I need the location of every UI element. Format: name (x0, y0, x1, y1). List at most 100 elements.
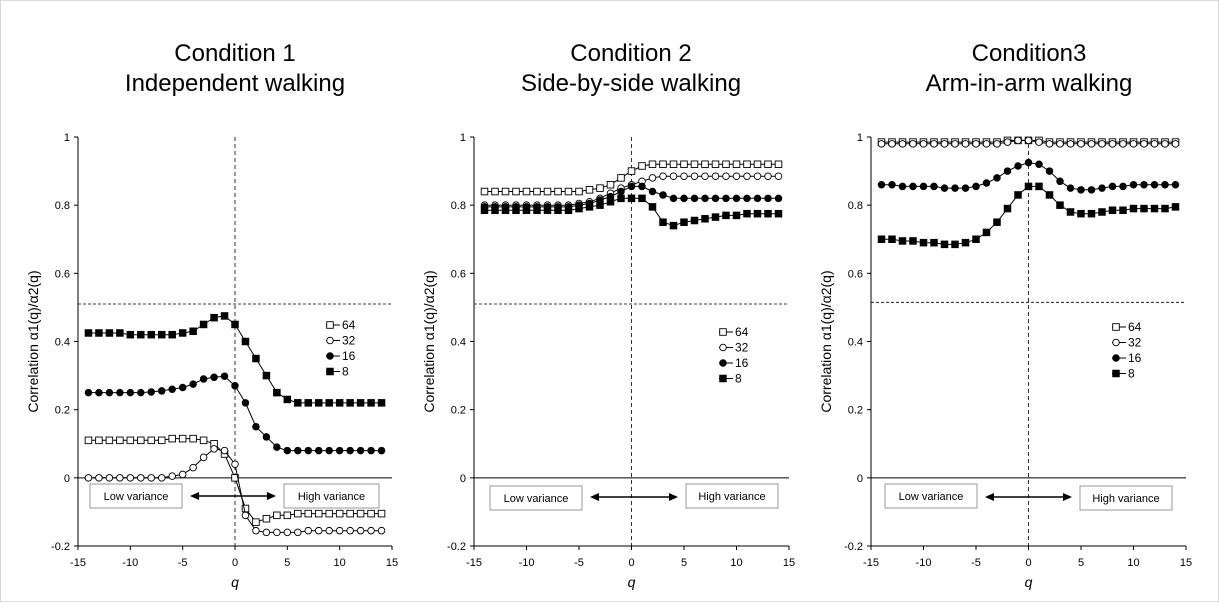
x-tick-label: 10 (334, 557, 346, 569)
data-point (690, 194, 699, 203)
data-point (480, 206, 489, 215)
data-point (753, 209, 762, 218)
data-point (356, 509, 365, 518)
data-point (189, 327, 197, 336)
data-point (1024, 182, 1033, 191)
data-point (680, 218, 688, 226)
data-point (743, 194, 751, 203)
data-point (294, 509, 302, 518)
data-point (335, 509, 344, 518)
data-point (84, 329, 93, 337)
legend-marker (1112, 323, 1120, 331)
data-point (95, 436, 103, 445)
data-point (105, 388, 114, 397)
x-tick-label: -15 (70, 557, 86, 569)
data-point (1098, 184, 1106, 192)
data-point (273, 443, 281, 451)
chart-panel-2: Condition 2 Side-by-side walking -0.2 0 0.2 0… (421, 40, 795, 590)
data-point (283, 395, 292, 404)
data-point (512, 187, 520, 196)
data-point (743, 209, 751, 218)
data-point (273, 388, 281, 397)
data-point (993, 174, 1001, 182)
data-point (126, 436, 135, 445)
data-point (346, 509, 354, 518)
data-point (367, 526, 375, 535)
data-point (659, 160, 667, 169)
data-point (1056, 177, 1064, 186)
data-point (1150, 140, 1159, 148)
y-tick-label: 0.2 (451, 405, 466, 417)
data-point (617, 174, 625, 182)
legend-marker (326, 352, 334, 360)
data-point (283, 511, 292, 520)
data-point (1066, 208, 1075, 216)
data-point (888, 235, 896, 243)
data-point (774, 194, 783, 203)
data-point (294, 528, 302, 537)
data-point (638, 182, 646, 191)
y-tick-label: -0.2 (447, 541, 466, 553)
x-tick-label: -10 (519, 557, 535, 569)
data-point (993, 140, 1001, 148)
data-point (95, 329, 103, 337)
data-point (377, 399, 386, 407)
data-point (961, 184, 970, 192)
series-16 (84, 372, 386, 455)
data-point (1140, 140, 1148, 148)
legend-label: 8 (1128, 367, 1135, 381)
y-tick-label: -0.2 (51, 541, 70, 553)
data-point (95, 474, 103, 482)
x-tick-label: -15 (466, 557, 482, 569)
data-point (314, 526, 323, 535)
data-point (1161, 180, 1169, 189)
data-point (1045, 191, 1054, 199)
data-point (1150, 180, 1159, 189)
data-point (116, 388, 124, 397)
x-tick-label: 10 (730, 557, 742, 569)
data-point (596, 201, 604, 209)
x-axis-label: q (628, 574, 636, 590)
data-point (220, 372, 229, 381)
data-point (262, 514, 271, 523)
data-point (919, 182, 928, 191)
data-point (220, 446, 229, 455)
data-point (940, 184, 949, 192)
low-variance-box (884, 483, 978, 509)
y-tick-label: 0 (857, 473, 863, 485)
data-point (1035, 182, 1043, 191)
data-point (701, 172, 709, 180)
data-point (1003, 167, 1012, 175)
data-point (711, 172, 720, 180)
data-point (564, 206, 573, 215)
legend-label: 16 (1128, 351, 1142, 365)
data-point (575, 187, 583, 196)
data-point (346, 526, 354, 535)
data-point (314, 446, 323, 455)
y-tick-label: 0.6 (848, 268, 863, 280)
data-point (116, 436, 124, 445)
data-point (491, 187, 499, 196)
data-point (1129, 204, 1138, 213)
data-point (690, 216, 699, 225)
data-point (231, 320, 239, 329)
data-point (690, 160, 699, 169)
y-tick-label: 0.8 (848, 200, 863, 212)
low-variance-box (489, 485, 583, 511)
data-point (491, 206, 499, 215)
data-point (1003, 204, 1012, 213)
series-8 (480, 194, 783, 230)
data-point (627, 167, 636, 175)
data-point (1098, 140, 1106, 148)
data-point (304, 509, 313, 518)
data-point (690, 172, 699, 180)
data-point (304, 526, 313, 535)
data-point (325, 399, 333, 407)
data-point (1077, 209, 1085, 218)
data-point (294, 446, 302, 455)
data-point (877, 180, 886, 189)
data-point (241, 337, 250, 346)
data-point (919, 140, 928, 148)
data-point (930, 182, 938, 191)
